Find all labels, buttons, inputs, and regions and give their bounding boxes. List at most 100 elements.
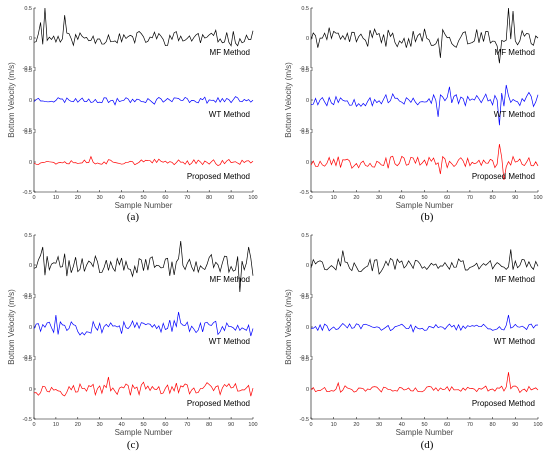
x-tick-label: 10 bbox=[53, 422, 59, 428]
series-line bbox=[33, 155, 254, 167]
strip-mf-method: -0.5 0 0.5 MF Method bbox=[23, 233, 254, 299]
series-label: WT Method bbox=[494, 110, 535, 119]
series-label: WT Method bbox=[209, 110, 250, 119]
x-axis-label: Sample Number bbox=[396, 428, 454, 437]
y-tick-label: 0.5 bbox=[301, 233, 309, 239]
y-tick-label: 0 bbox=[306, 160, 309, 166]
y-tick-label: -0.5 bbox=[23, 128, 32, 134]
y-tick-label: 0.5 bbox=[24, 6, 32, 12]
strip-wt-method: -0.5 0 0.5 WT Method bbox=[300, 295, 539, 361]
strip-proposed-method: -0.5 0 0.5 Proposed Method bbox=[23, 357, 254, 423]
x-tick-label: 0 bbox=[309, 422, 312, 428]
x-tick-label: 50 bbox=[140, 195, 146, 201]
y-tick-label: 0.5 bbox=[24, 357, 32, 363]
y-tick-label: 0 bbox=[306, 387, 309, 393]
x-tick-label: 20 bbox=[353, 422, 359, 428]
x-tick-label: 40 bbox=[119, 195, 125, 201]
x-tick-label: 10 bbox=[53, 195, 59, 201]
x-axis-label: Sample Number bbox=[396, 201, 454, 210]
x-tick-label: 20 bbox=[75, 422, 81, 428]
x-tick-label: 30 bbox=[97, 422, 103, 428]
series-label: MF Method bbox=[210, 275, 250, 284]
y-tick-label: 0 bbox=[306, 325, 309, 331]
y-tick-label: 0 bbox=[306, 263, 309, 269]
x-tick-label: 90 bbox=[512, 422, 518, 428]
panel-caption: (d) bbox=[421, 439, 434, 451]
y-tick-label: -0.5 bbox=[300, 293, 309, 299]
y-tick-label: 0.5 bbox=[301, 295, 309, 301]
series-line bbox=[33, 376, 254, 397]
x-tick-label: 70 bbox=[184, 422, 190, 428]
series-line bbox=[310, 372, 539, 394]
x-tick-label: 20 bbox=[75, 195, 81, 201]
series-line bbox=[310, 84, 539, 126]
y-tick-label: 0 bbox=[306, 36, 309, 42]
x-tick-label: 70 bbox=[184, 195, 190, 201]
strip-proposed-method: -0.5 0 0.5 Proposed Method bbox=[300, 357, 539, 423]
panel-b: -0.500.5MF Method-0.500.5WT Method-0.500… bbox=[284, 6, 543, 223]
x-tick-label: 0 bbox=[309, 195, 312, 201]
series-label: WT Method bbox=[209, 337, 250, 346]
x-tick-label: 80 bbox=[490, 422, 496, 428]
strip-wt-method: -0.5 0 0.5 WT Method bbox=[300, 68, 539, 134]
y-tick-label: 0.5 bbox=[24, 295, 32, 301]
x-tick-label: 10 bbox=[331, 195, 337, 201]
x-tick-label: 70 bbox=[467, 195, 473, 201]
y-tick-label: -0.5 bbox=[23, 293, 32, 299]
y-axis-label: Bottom Velocity (m/s) bbox=[284, 289, 293, 365]
panel-c: -0.500.5MF Method-0.500.5WT Method-0.500… bbox=[7, 233, 258, 451]
strip-wt-method: -0.5 0 0.5 WT Method bbox=[23, 295, 254, 361]
x-tick-label: 80 bbox=[206, 195, 212, 201]
x-tick-label: 30 bbox=[97, 195, 103, 201]
y-tick-label: 0.5 bbox=[24, 233, 32, 239]
y-tick-label: -0.5 bbox=[300, 355, 309, 361]
strip-proposed-method: -0.5 0 0.5 Proposed Method bbox=[300, 130, 539, 196]
series-line bbox=[33, 311, 254, 337]
y-tick-label: -0.5 bbox=[23, 190, 32, 196]
y-tick-label: 0 bbox=[306, 98, 309, 104]
y-tick-label: -0.5 bbox=[300, 190, 309, 196]
y-tick-label: 0.5 bbox=[301, 130, 309, 136]
series-line bbox=[310, 249, 539, 275]
x-tick-label: 60 bbox=[444, 422, 450, 428]
x-tick-label: 40 bbox=[399, 195, 405, 201]
y-tick-label: -0.5 bbox=[23, 66, 32, 72]
x-tick-label: 80 bbox=[206, 422, 212, 428]
strip-proposed-method: -0.5 0 0.5 Proposed Method bbox=[23, 130, 254, 196]
panel-caption: (c) bbox=[127, 439, 140, 451]
y-tick-label: 0.5 bbox=[24, 68, 32, 74]
y-axis-label: Bottom Velocity (m/s) bbox=[7, 62, 16, 138]
x-tick-label: 30 bbox=[376, 195, 382, 201]
series-label: Proposed Method bbox=[472, 172, 535, 181]
x-tick-label: 50 bbox=[140, 422, 146, 428]
y-tick-label: 0 bbox=[29, 36, 32, 42]
series-line bbox=[33, 7, 254, 47]
strip-mf-method: -0.5 0 0.5 MF Method bbox=[23, 6, 254, 72]
series-label: MF Method bbox=[210, 48, 250, 57]
x-tick-label: 40 bbox=[119, 422, 125, 428]
series-label: WT Method bbox=[494, 337, 535, 346]
x-tick-label: 20 bbox=[353, 195, 359, 201]
series-label: MF Method bbox=[495, 48, 535, 57]
y-tick-label: -0.5 bbox=[300, 66, 309, 72]
y-tick-label: -0.5 bbox=[23, 417, 32, 423]
strip-mf-method: -0.5 0 0.5 MF Method bbox=[300, 6, 539, 72]
x-tick-label: 90 bbox=[512, 195, 518, 201]
y-tick-label: -0.5 bbox=[300, 417, 309, 423]
x-tick-label: 40 bbox=[399, 422, 405, 428]
series-line bbox=[310, 314, 539, 333]
y-tick-label: -0.5 bbox=[300, 128, 309, 134]
series-line bbox=[33, 96, 254, 106]
x-tick-label: 60 bbox=[162, 422, 168, 428]
x-tick-label: 100 bbox=[248, 422, 257, 428]
strip-mf-method: -0.5 0 0.5 MF Method bbox=[300, 233, 539, 299]
x-tick-label: 90 bbox=[228, 195, 234, 201]
x-axis-label: Sample Number bbox=[115, 201, 173, 210]
y-tick-label: 0.5 bbox=[301, 68, 309, 74]
x-tick-label: 60 bbox=[444, 195, 450, 201]
panel-caption: (b) bbox=[421, 211, 434, 223]
panel-caption: (a) bbox=[127, 211, 140, 223]
y-tick-label: 0.5 bbox=[301, 357, 309, 363]
